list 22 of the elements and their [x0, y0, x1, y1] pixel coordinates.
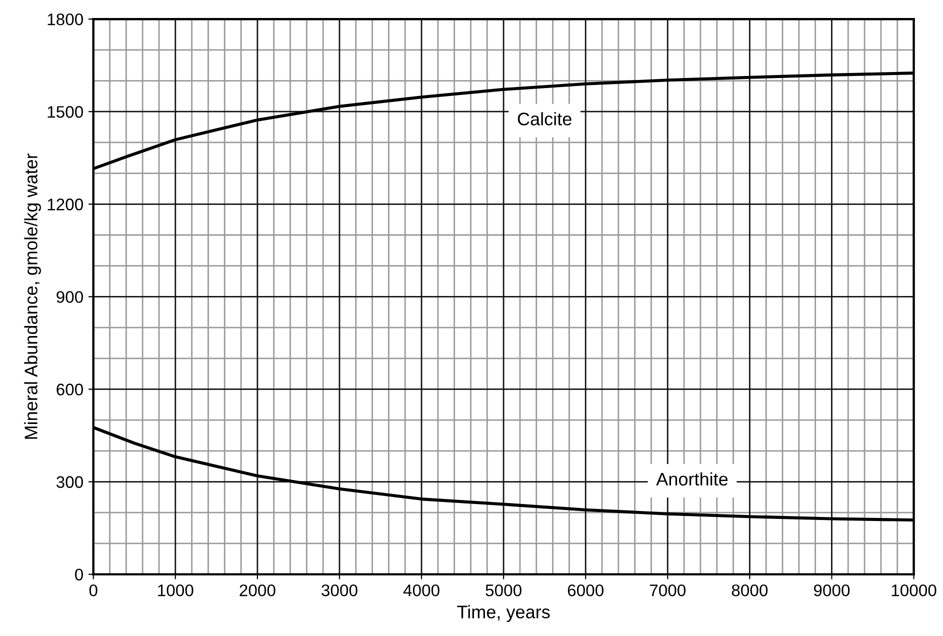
y-tick-label: 1500 — [48, 106, 83, 118]
y-tick-label: 600 — [56, 384, 83, 396]
x-tick-label: 10000 — [892, 584, 936, 596]
series-label: Anorthite — [656, 472, 728, 486]
x-tick-label: 7000 — [650, 584, 686, 596]
x-tick-label: 1000 — [158, 584, 194, 596]
x-tick-label: 6000 — [568, 584, 604, 596]
y-tick-label: 1200 — [48, 198, 83, 210]
x-tick-label: 8000 — [732, 584, 768, 596]
x-axis-title: Time, years — [457, 605, 550, 622]
x-tick-label: 9000 — [814, 584, 850, 596]
y-axis-title: Mineral Abundance, gmole/kg water — [24, 153, 42, 439]
x-tick-label: 4000 — [403, 584, 440, 596]
y-tick-label: 900 — [56, 291, 83, 303]
y-tick-label: 1800 — [48, 13, 83, 26]
series-label: Calcite — [518, 112, 572, 126]
x-tick-label: 3000 — [322, 584, 358, 596]
y-tick-label: 300 — [56, 476, 83, 488]
y-tick-label: 0 — [75, 568, 83, 581]
x-tick-label: 2000 — [240, 584, 276, 596]
x-tick-label: 5000 — [486, 584, 522, 596]
x-tick-label: 0 — [89, 584, 98, 596]
